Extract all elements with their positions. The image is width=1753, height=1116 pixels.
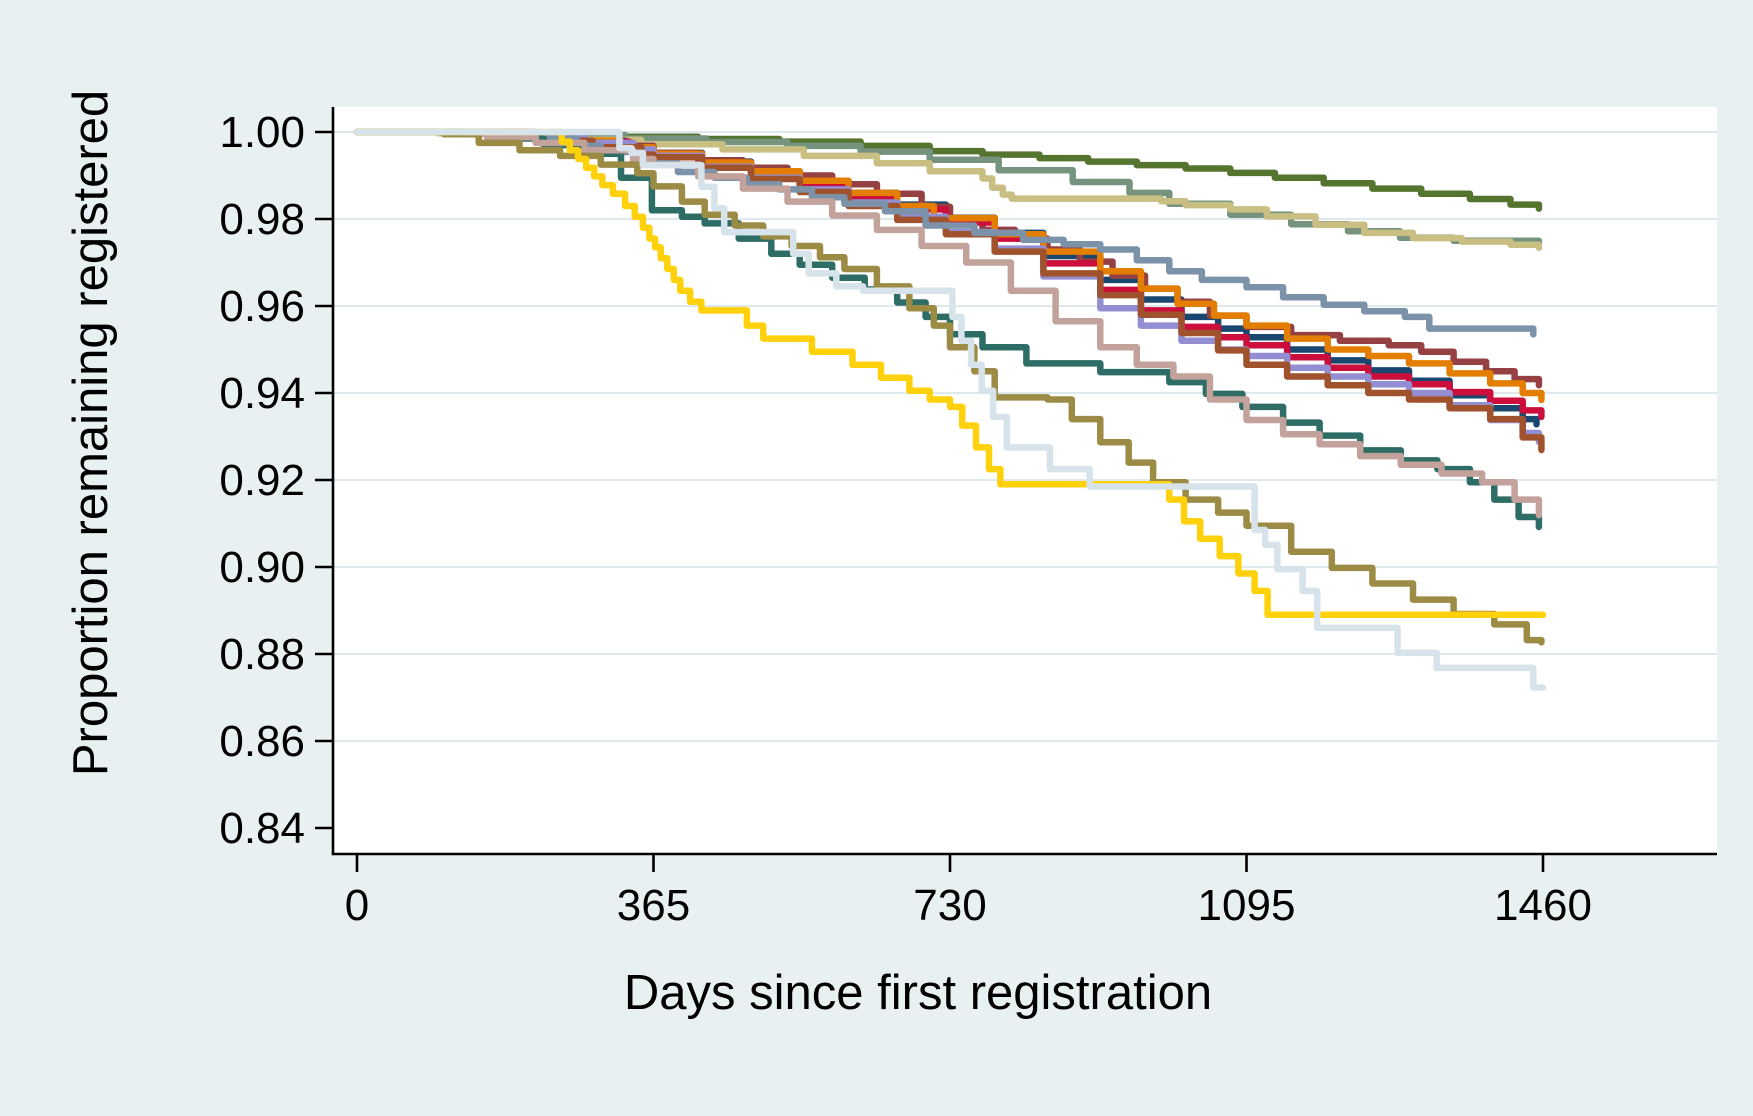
- y-tick-label: 0.92: [219, 456, 305, 505]
- x-tick-label: 0: [345, 881, 369, 930]
- y-tick-label: 0.96: [219, 282, 305, 331]
- series-dark-khaki: [353, 128, 1545, 646]
- series-gold: [353, 128, 1547, 619]
- x-tick-label: 730: [913, 881, 986, 930]
- x-tick-label: 1460: [1494, 881, 1592, 930]
- y-axis-title: Proportion remaining registered: [64, 89, 118, 777]
- y-tick-label: 0.90: [219, 543, 305, 592]
- y-tick-label: 1.00: [219, 108, 305, 157]
- y-tick-label: 0.84: [219, 804, 305, 853]
- x-tick-label: 1095: [1198, 881, 1296, 930]
- y-tick-label: 0.98: [219, 195, 305, 244]
- y-tick-label: 0.94: [219, 369, 305, 418]
- y-tick-label: 0.88: [219, 630, 305, 679]
- x-axis-title: Days since first registration: [623, 966, 1213, 1020]
- series-sienna: [353, 128, 1545, 454]
- series-khaki: [353, 128, 1543, 251]
- series-pale-blue: [353, 128, 1547, 691]
- y-tick-label: 0.86: [219, 717, 305, 766]
- x-tick-label: 365: [617, 881, 690, 930]
